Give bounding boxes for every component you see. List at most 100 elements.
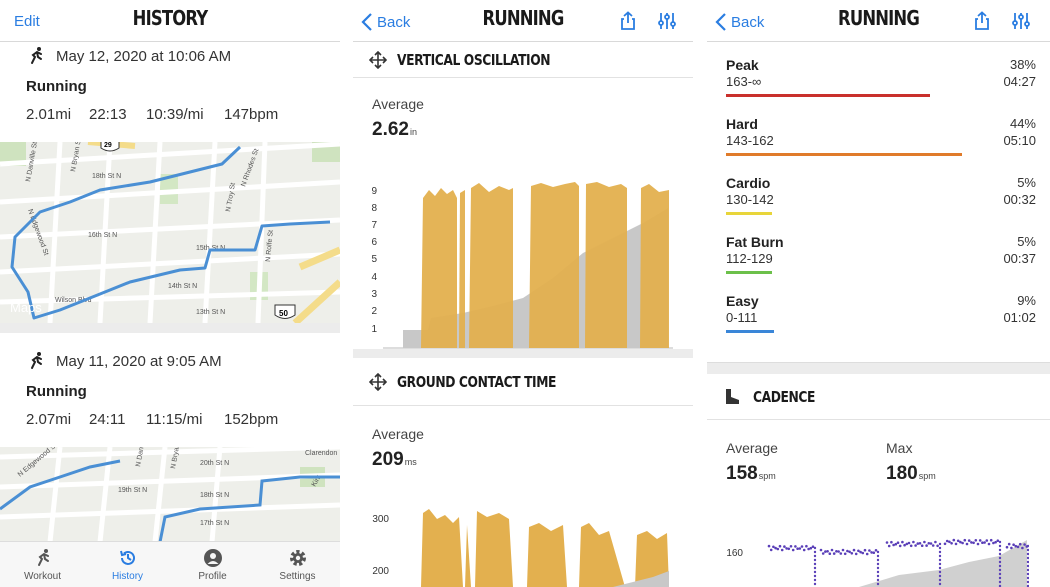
cadence-point xyxy=(876,574,880,578)
cadence-point xyxy=(1026,564,1029,568)
cadence-point xyxy=(787,547,791,551)
cadence-point xyxy=(785,547,788,550)
average-value: 209ms xyxy=(372,449,417,470)
section-header[interactable]: CADENCE xyxy=(707,374,1050,420)
filter-sliders-icon[interactable] xyxy=(657,11,677,31)
cadence-point xyxy=(863,548,867,552)
cadence-point xyxy=(874,549,878,552)
cadence-point xyxy=(1005,545,1009,549)
cadence-point xyxy=(872,551,876,554)
back-button[interactable]: Back xyxy=(715,13,764,31)
section-header[interactable]: GROUND CONTACT TIME xyxy=(353,358,693,406)
cadence-point xyxy=(854,552,858,556)
cadence-point xyxy=(850,552,854,555)
cadence-point xyxy=(1023,543,1026,546)
cadence-point xyxy=(923,540,926,544)
cadence-point xyxy=(998,576,1002,580)
share-icon[interactable] xyxy=(618,11,638,31)
cadence-point xyxy=(1026,548,1029,552)
cadence-point xyxy=(865,552,869,556)
cadence-point xyxy=(998,548,1002,552)
max-label: Max xyxy=(886,440,913,456)
svg-text:18th St N: 18th St N xyxy=(200,492,229,499)
tick-label: 6 xyxy=(371,237,377,248)
cadence-point xyxy=(983,541,986,544)
cadence-point xyxy=(948,540,951,544)
route-map[interactable]: N Edgewood St 20th St N 19th St N 18th S… xyxy=(0,447,340,542)
cadence-point xyxy=(813,562,817,566)
svg-text:Clarendon: Clarendon xyxy=(305,450,337,457)
cadence-point xyxy=(868,549,871,552)
cadence-point xyxy=(1010,546,1013,550)
tick-label: 200 xyxy=(372,566,389,577)
section-title: GROUND CONTACT TIME xyxy=(397,372,557,391)
cadence-point xyxy=(861,551,865,555)
cadence-point xyxy=(1026,560,1029,564)
filter-sliders-icon[interactable] xyxy=(1011,11,1031,31)
cadence-point xyxy=(896,541,900,544)
average-label: Average xyxy=(372,426,424,442)
cadence-point xyxy=(998,556,1002,560)
cadence-point xyxy=(813,550,817,554)
zone-hard: Hard 143-162 44% 05:10 xyxy=(726,116,1036,166)
cadence-point xyxy=(1026,580,1029,584)
maps-logo: Maps xyxy=(10,300,42,315)
separator xyxy=(0,323,340,333)
zone-time: 01:02 xyxy=(1003,310,1036,325)
zone-range: 0-111 xyxy=(726,310,758,325)
cadence-point xyxy=(772,545,775,549)
zone-range: 163-∞ xyxy=(726,74,762,89)
zone-time: 00:32 xyxy=(1003,192,1036,207)
back-button[interactable]: Back xyxy=(361,13,410,31)
section-title: VERTICAL OSCILLATION xyxy=(397,50,551,69)
tick-label: 4 xyxy=(371,272,377,283)
cadence-point xyxy=(998,560,1002,564)
chevron-left-icon xyxy=(361,13,372,31)
edit-button[interactable]: Edit xyxy=(14,13,40,30)
workout-date: May 11, 2020 at 9:05 AM xyxy=(56,353,222,370)
history-screen: Edit HISTORY May 12, 2020 at 10:06 AM Ru… xyxy=(0,0,340,587)
route-map[interactable]: N Danville St N Bryan St 18th St N N Rho… xyxy=(0,142,340,323)
cadence-point xyxy=(811,545,815,548)
zone-fat-burn: Fat Burn 112-129 5% 00:37 xyxy=(726,234,1036,284)
svg-text:50: 50 xyxy=(279,309,288,318)
cadence-point xyxy=(936,544,939,548)
page-title: RUNNING xyxy=(838,6,920,30)
cadence-point xyxy=(843,552,847,556)
highway-shield-29: 29 xyxy=(100,142,120,152)
cadence-point xyxy=(938,574,942,578)
cadence-point xyxy=(938,570,942,574)
share-icon[interactable] xyxy=(972,11,992,31)
zone-bar xyxy=(726,212,772,215)
move-arrows-icon xyxy=(369,50,387,69)
max-value: 180spm xyxy=(886,463,936,484)
tab-history[interactable]: History xyxy=(85,542,170,587)
workout-type: Running xyxy=(26,78,87,95)
svg-text:17th St N: 17th St N xyxy=(200,520,229,527)
cadence-point xyxy=(791,548,795,552)
cadence-point xyxy=(987,542,991,546)
tab-profile[interactable]: Profile xyxy=(170,542,255,587)
zone-name: Peak xyxy=(726,57,759,73)
cadence-point xyxy=(813,578,817,582)
section-header[interactable]: VERTICAL OSCILLATION xyxy=(353,42,693,78)
separator xyxy=(353,349,693,358)
tab-workout[interactable]: Workout xyxy=(0,542,85,587)
chevron-left-icon xyxy=(715,13,726,31)
cadence-point xyxy=(839,552,843,555)
workout-duration: 24:11 xyxy=(89,411,126,428)
cadence-point xyxy=(992,541,995,545)
cadence-point xyxy=(876,570,880,574)
history-icon xyxy=(119,550,135,565)
tab-settings[interactable]: Settings xyxy=(255,542,340,587)
cadence-point xyxy=(892,543,895,547)
zone-bar xyxy=(726,153,962,156)
gear-icon xyxy=(289,549,306,566)
running-detail-screen: Back RUNNING VERTICAL OSCILLATION Averag… xyxy=(353,0,693,587)
cadence-point xyxy=(767,544,771,548)
average-value: 158spm xyxy=(726,463,776,484)
shoe-icon xyxy=(726,388,739,404)
cadence-point xyxy=(954,542,958,546)
zone-name: Fat Burn xyxy=(726,234,784,250)
workout-date: May 12, 2020 at 10:06 AM xyxy=(56,48,232,65)
